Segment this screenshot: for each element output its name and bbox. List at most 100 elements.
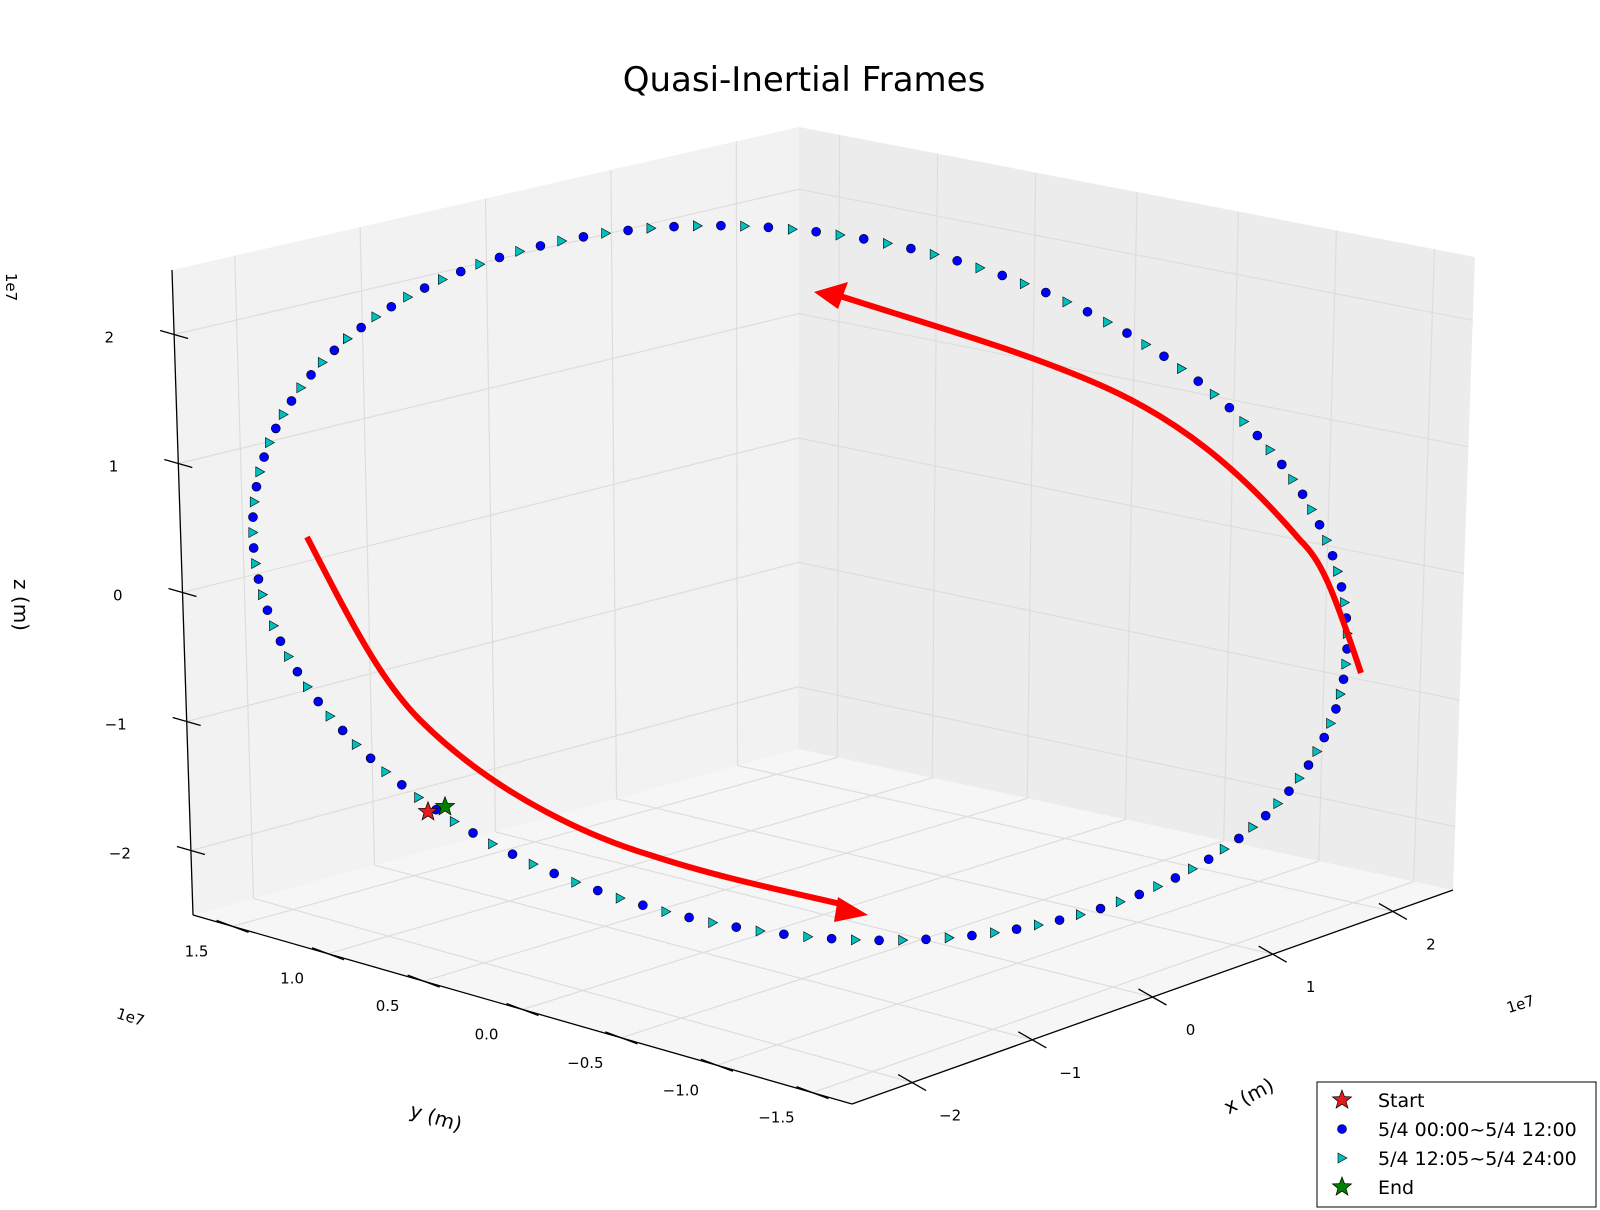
orbit-point-triangle — [1076, 909, 1086, 921]
orbit-point-dot — [1284, 786, 1294, 796]
orbit-point-triangle — [975, 262, 986, 274]
z-tick — [176, 845, 206, 856]
y-tick — [796, 1086, 829, 1100]
orbit-point-triangle — [1033, 919, 1044, 931]
tick-label: 1 — [109, 458, 119, 476]
grid-line-y-floor — [232, 756, 838, 927]
orbit-point-dot — [763, 222, 774, 233]
orbit-point-triangle — [883, 237, 894, 249]
orbit-point-triangle — [303, 681, 313, 693]
orbit-point-dot — [270, 423, 281, 434]
y-tick — [605, 1031, 638, 1045]
orbit-point-dot — [921, 934, 931, 945]
orbit-point-triangle — [1141, 338, 1152, 350]
orbit-point-dot — [549, 868, 559, 879]
orbit-point-triangle — [898, 934, 909, 946]
orbit-point-triangle — [615, 892, 626, 904]
orbit-point-triangle — [449, 816, 460, 828]
orbit-point-dot — [1011, 924, 1022, 934]
direction-arrows — [304, 282, 1364, 922]
orbit-point-dot — [1252, 430, 1263, 441]
legend-item: 5/4 00:00~5/4 12:00 — [1337, 1119, 1577, 1141]
y-offset-label: 1e7 — [114, 1004, 146, 1029]
orbit-point-dot — [997, 270, 1008, 281]
orbit-point-triangle — [343, 333, 353, 345]
orbit-point-dot — [248, 543, 259, 553]
orbit-point-dot — [1134, 889, 1145, 900]
arrow-shaft-lower — [304, 535, 846, 908]
orbit-point-dot — [826, 933, 837, 944]
orbit-point-dot — [251, 481, 262, 492]
orbit-point-triangle — [269, 620, 280, 632]
tick-label: 2 — [105, 329, 115, 347]
orbit-point-dot — [337, 725, 348, 736]
orbit-point-dot — [396, 779, 407, 790]
orbit-point-triangle — [381, 766, 392, 778]
start-marker — [417, 800, 439, 821]
orbit-point-triangle — [990, 927, 1001, 939]
orbit-point-triangle — [1340, 596, 1351, 608]
tick-marks — [159, 329, 1408, 1100]
z-offset-label: 1e7 — [2, 273, 20, 301]
orbit-point-dot — [1193, 376, 1204, 387]
orbit-point-triangle — [1188, 863, 1199, 875]
orbit-point-triangle — [1288, 473, 1299, 485]
orbit-point-dot — [1122, 328, 1132, 338]
legend-marker-dot — [1337, 1124, 1347, 1134]
orbit-point-triangle — [284, 651, 295, 663]
orbit-point-dot — [1170, 873, 1181, 883]
grid-line-z — [190, 686, 1456, 852]
orbit-point-dot — [262, 605, 273, 616]
orbit-point-triangle — [1103, 316, 1114, 328]
orbit-point-triangle — [1239, 415, 1250, 427]
orbit-point-dot — [684, 912, 694, 923]
orbit-point-dot — [253, 574, 264, 584]
grid-lines — [173, 134, 1473, 1094]
orbit-point-triangle — [1209, 388, 1220, 400]
orbit-point-dot — [455, 266, 466, 277]
tick-label: −0.5 — [567, 1054, 603, 1072]
orbit-point-dot — [1331, 704, 1341, 714]
legend-item: End — [1331, 1176, 1414, 1199]
orbit-point-dot — [1297, 489, 1308, 500]
orbit-point-dot — [494, 252, 505, 263]
orbit-point-dot — [1203, 854, 1214, 865]
grid-line-y-floor — [812, 880, 1414, 1094]
orbit-point-triangle — [944, 932, 955, 944]
orbit-point-dot — [365, 753, 376, 764]
orbit-point-triangle — [1333, 565, 1344, 577]
chart-title: Quasi-Inertial Frames — [623, 60, 986, 100]
orbit-point-triangle — [265, 437, 276, 449]
legend-marker-star — [1331, 1089, 1353, 1109]
y-tick — [311, 947, 345, 961]
orbit-points — [248, 220, 1353, 946]
orbit-point-triangle — [278, 409, 289, 421]
orbit-point-triangle — [787, 223, 798, 235]
z-tick — [172, 716, 201, 727]
orbit-point-dot — [967, 930, 977, 941]
legend-marker-star — [1331, 1176, 1353, 1196]
orbit-point-dot — [1314, 519, 1325, 530]
x-tick — [897, 1074, 927, 1092]
orbit-point-triangle — [258, 589, 269, 601]
orbit-point-dot — [306, 370, 316, 380]
y-tick — [700, 1058, 734, 1072]
z-axis-label: z (m) — [9, 579, 33, 631]
orbit-point-triangle — [325, 710, 336, 722]
orbit-point-dot — [1095, 903, 1106, 914]
orbit-point-triangle — [1326, 717, 1337, 729]
x-tick — [1138, 988, 1167, 1006]
orbit-point-dot — [468, 828, 478, 838]
tick-label: 0 — [1186, 1021, 1196, 1039]
orbit-point-triangle — [317, 356, 328, 368]
orbit-point-dot — [1159, 351, 1169, 362]
orbit-point-triangle — [1115, 896, 1126, 908]
grid-line-y-floor — [327, 777, 933, 955]
orbit-point-dot — [669, 221, 679, 232]
orbit-point-triangle — [249, 496, 260, 508]
orbit-point-triangle — [414, 791, 425, 803]
x-tick — [1258, 945, 1288, 963]
orbit-point-dot — [1224, 402, 1235, 413]
pane-floor — [193, 749, 1453, 1104]
orbit-point-dot — [275, 636, 286, 647]
